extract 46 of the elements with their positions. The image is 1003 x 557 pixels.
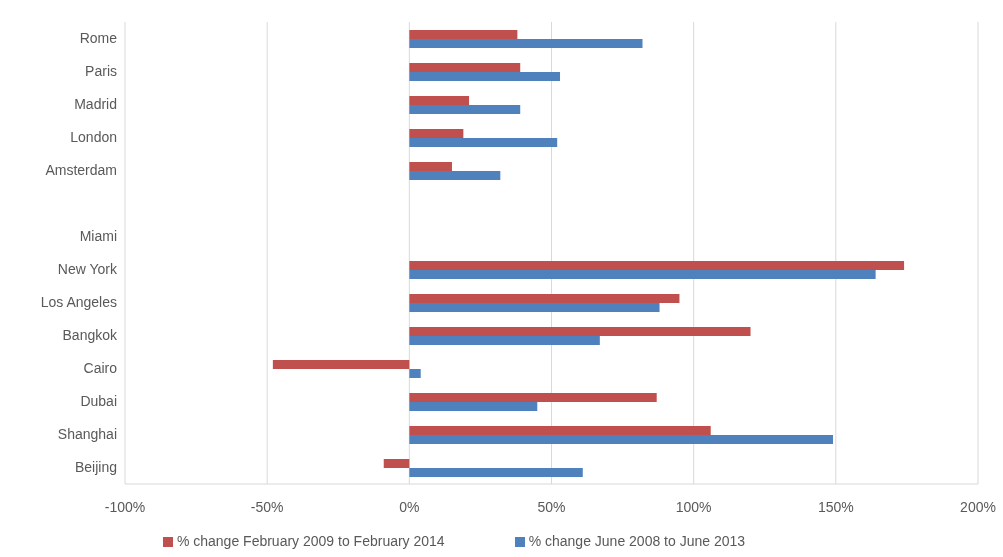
x-tick-label: 0% [399, 498, 420, 515]
bar [409, 294, 680, 303]
x-tick-label: 50% [537, 498, 566, 515]
bar [409, 129, 464, 138]
x-tick-label: 200% [960, 498, 996, 515]
bar [409, 30, 518, 39]
bar [409, 96, 470, 105]
y-tick-label: Shanghai [57, 426, 117, 443]
bar [272, 360, 410, 369]
bar [409, 402, 538, 411]
legend-label: % change February 2009 to February 2014 [176, 533, 445, 549]
x-tick-label: 150% [817, 498, 854, 515]
bar [409, 327, 751, 336]
legend-label: % change June 2008 to June 2013 [528, 533, 746, 549]
bar [409, 162, 452, 171]
bar [409, 426, 711, 435]
bar [409, 72, 561, 81]
bar [409, 435, 833, 444]
bar [409, 105, 521, 114]
bar [409, 63, 521, 72]
bar [409, 393, 657, 402]
bar [409, 171, 501, 180]
y-tick-label: Miami [79, 228, 117, 245]
bar [409, 270, 876, 279]
x-tick-label: -50% [250, 498, 284, 515]
y-tick-label: Amsterdam [45, 162, 117, 179]
bar [409, 369, 421, 378]
y-tick-label: Beijing [74, 459, 117, 476]
y-tick-label: Rome [79, 30, 118, 47]
bar [409, 336, 600, 345]
bar [409, 39, 643, 48]
bar [409, 303, 660, 312]
y-tick-label: New York [57, 261, 118, 278]
bar [409, 468, 583, 477]
bar [409, 261, 905, 270]
y-tick-label: Paris [85, 63, 117, 80]
bar [383, 459, 410, 468]
y-tick-label: Bangkok [62, 327, 118, 344]
x-tick-label: -100% [104, 498, 146, 515]
x-tick-label: 100% [675, 498, 712, 515]
y-tick-label: Madrid [74, 96, 117, 113]
y-tick-label: Los Angeles [40, 294, 117, 311]
bar [409, 138, 558, 147]
y-tick-label: Dubai [80, 393, 117, 410]
y-tick-label: Cairo [83, 360, 118, 377]
y-tick-label: London [70, 129, 117, 146]
